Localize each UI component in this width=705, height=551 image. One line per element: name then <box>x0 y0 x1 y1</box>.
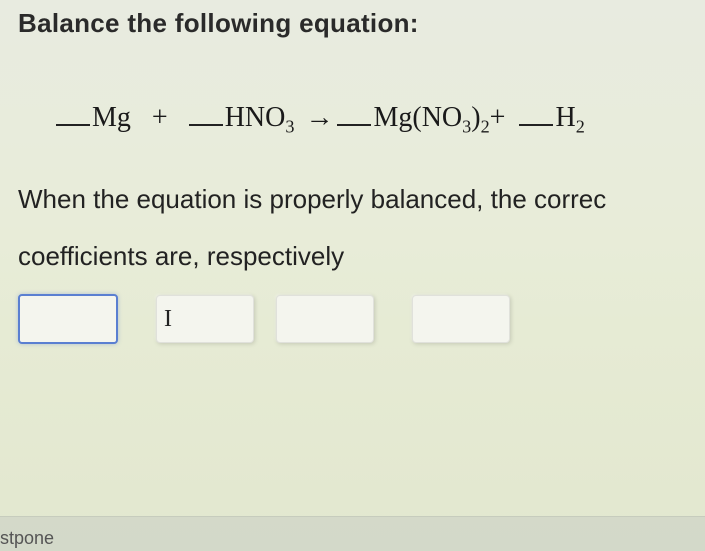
species-h2: H2 <box>555 102 584 133</box>
species-mgno32-sub2: 2 <box>481 117 490 137</box>
species-mgno32-close: ) <box>471 102 480 133</box>
coefficient-input-1[interactable] <box>18 294 118 344</box>
coefficient-blank-2 <box>189 99 223 126</box>
species-hno3: HNO3 <box>225 102 295 133</box>
species-h2-base: H <box>555 102 575 133</box>
question-panel: Balance the following equation: Mg + HNO… <box>0 0 705 551</box>
question-heading: Balance the following equation: <box>18 8 687 39</box>
species-mgno32-sub1: 3 <box>462 117 471 137</box>
coefficient-input-4[interactable] <box>412 295 510 343</box>
species-mg: Mg <box>92 102 131 133</box>
plus-sign-2: + <box>490 102 506 133</box>
bottom-toolbar: stpone <box>0 516 705 551</box>
coefficient-blank-4 <box>519 99 553 126</box>
species-mgno32: Mg(NO3)2 <box>373 102 489 133</box>
reaction-arrow: → <box>301 102 337 134</box>
coefficient-input-3[interactable] <box>276 295 374 343</box>
coefficient-inputs-row: I <box>18 294 687 344</box>
chemical-equation: Mg + HNO3 →Mg(NO3)2+ H2 <box>18 99 687 134</box>
postpone-button[interactable]: stpone <box>0 528 54 549</box>
coefficient-input-2[interactable] <box>156 295 254 343</box>
plus-sign-1: + <box>152 102 168 133</box>
instruction-line-2: coefficients are, respectively <box>18 241 687 272</box>
species-h2-sub: 2 <box>576 117 585 137</box>
species-mgno32-base: Mg(NO <box>373 102 462 133</box>
species-hno3-base: HNO <box>225 102 286 133</box>
coefficient-blank-1 <box>56 99 90 126</box>
instruction-line-1: When the equation is properly balanced, … <box>18 184 687 215</box>
coefficient-blank-3 <box>337 99 371 126</box>
species-hno3-sub: 3 <box>285 117 294 137</box>
